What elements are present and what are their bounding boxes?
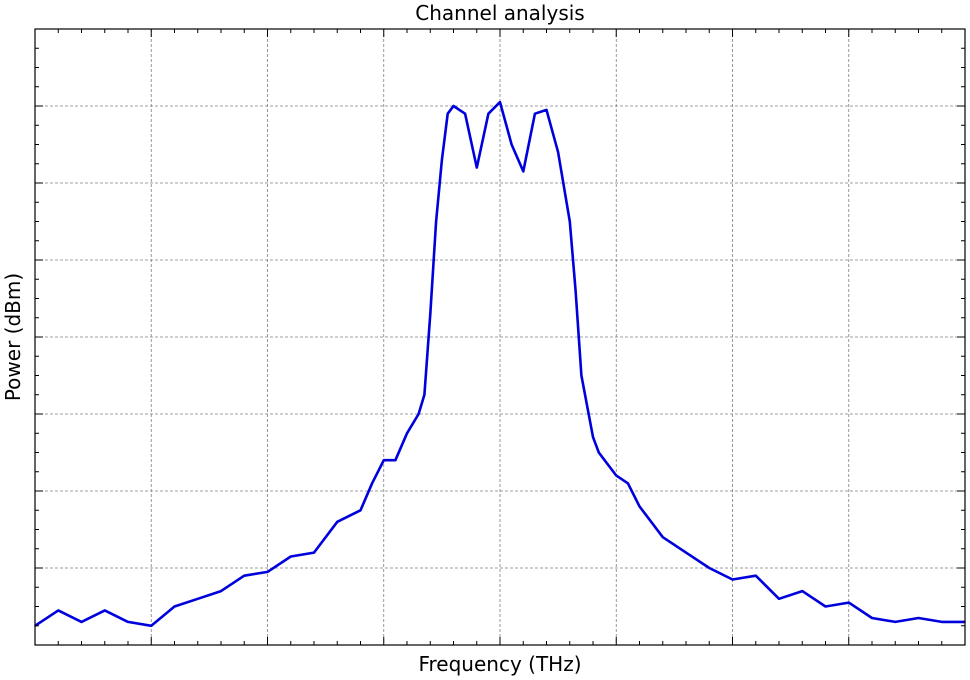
series-layer [34,100,966,628]
data-point [220,590,222,592]
data-point [394,459,397,462]
axis-ticks [34,28,966,646]
data-point [586,405,588,408]
data-point [429,313,432,315]
data-point [173,605,176,608]
data-point [499,101,501,103]
data-point [423,393,426,396]
data-point [441,159,443,161]
data-point [568,220,571,223]
data-point [452,105,455,107]
data-point [127,621,129,623]
data-point [150,624,153,627]
data-point [627,482,629,485]
data-point [940,621,943,623]
plot-frame [34,28,966,646]
data-point [435,220,437,223]
data-point [417,413,420,415]
data-point [382,459,385,462]
data-point [731,578,734,581]
data-point [847,601,850,604]
data-point [580,374,583,377]
data-point [603,459,606,462]
data-point [313,551,315,554]
data-point [592,436,594,438]
y-axis-label: Power (dBm) [1,273,25,401]
data-point [824,605,827,608]
data-point [871,617,873,619]
data-point [615,474,618,477]
data-point [243,574,246,577]
data-point [336,521,339,523]
data-point [754,574,757,577]
data-point [534,112,536,115]
data-point [510,143,513,146]
data-point [406,432,408,435]
data-point [196,598,199,600]
data-point [522,170,525,173]
data-point [80,621,83,623]
grid-lines [35,29,965,645]
data-point [446,112,449,115]
data-point [778,598,780,600]
data-point [359,509,362,512]
data-point [464,112,466,115]
data-point [917,617,920,619]
data-point [708,567,711,569]
data-point [103,609,106,612]
data-point [266,571,269,573]
data-point [638,505,641,508]
data-point [574,290,577,292]
chart-title: Channel analysis [415,1,584,25]
data-point [545,109,548,111]
data-point [57,609,60,612]
data-point [801,590,804,592]
data-point [475,166,478,169]
data-point [661,536,664,538]
data-point [598,451,600,454]
data-point [487,112,490,115]
x-axis-label: Frequency (THz) [418,652,581,676]
data-point [371,482,373,485]
data-point [894,621,897,623]
data-point [557,151,559,153]
data-point [289,555,292,558]
data-point [685,551,687,554]
